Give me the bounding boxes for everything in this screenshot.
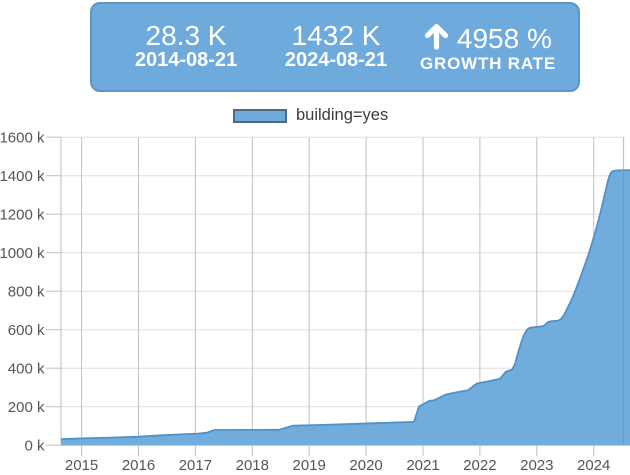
svg-text:2018: 2018 bbox=[236, 457, 269, 474]
svg-text:600 k: 600 k bbox=[8, 322, 45, 339]
svg-text:2021: 2021 bbox=[406, 457, 439, 474]
svg-text:1400 k: 1400 k bbox=[0, 168, 45, 185]
svg-text:1200 k: 1200 k bbox=[0, 207, 45, 224]
svg-text:0 k: 0 k bbox=[24, 438, 45, 455]
svg-text:2016: 2016 bbox=[122, 457, 155, 474]
svg-text:1000 k: 1000 k bbox=[0, 245, 45, 262]
svg-text:2023: 2023 bbox=[520, 457, 553, 474]
svg-text:2015: 2015 bbox=[65, 457, 98, 474]
svg-text:2020: 2020 bbox=[349, 457, 382, 474]
svg-text:400 k: 400 k bbox=[8, 361, 45, 378]
svg-text:1600 k: 1600 k bbox=[0, 130, 45, 147]
svg-text:2022: 2022 bbox=[463, 457, 496, 474]
svg-text:2017: 2017 bbox=[179, 457, 212, 474]
svg-text:2019: 2019 bbox=[293, 457, 326, 474]
svg-text:200 k: 200 k bbox=[8, 399, 45, 416]
svg-text:2024: 2024 bbox=[577, 457, 610, 474]
svg-text:800 k: 800 k bbox=[8, 284, 45, 301]
